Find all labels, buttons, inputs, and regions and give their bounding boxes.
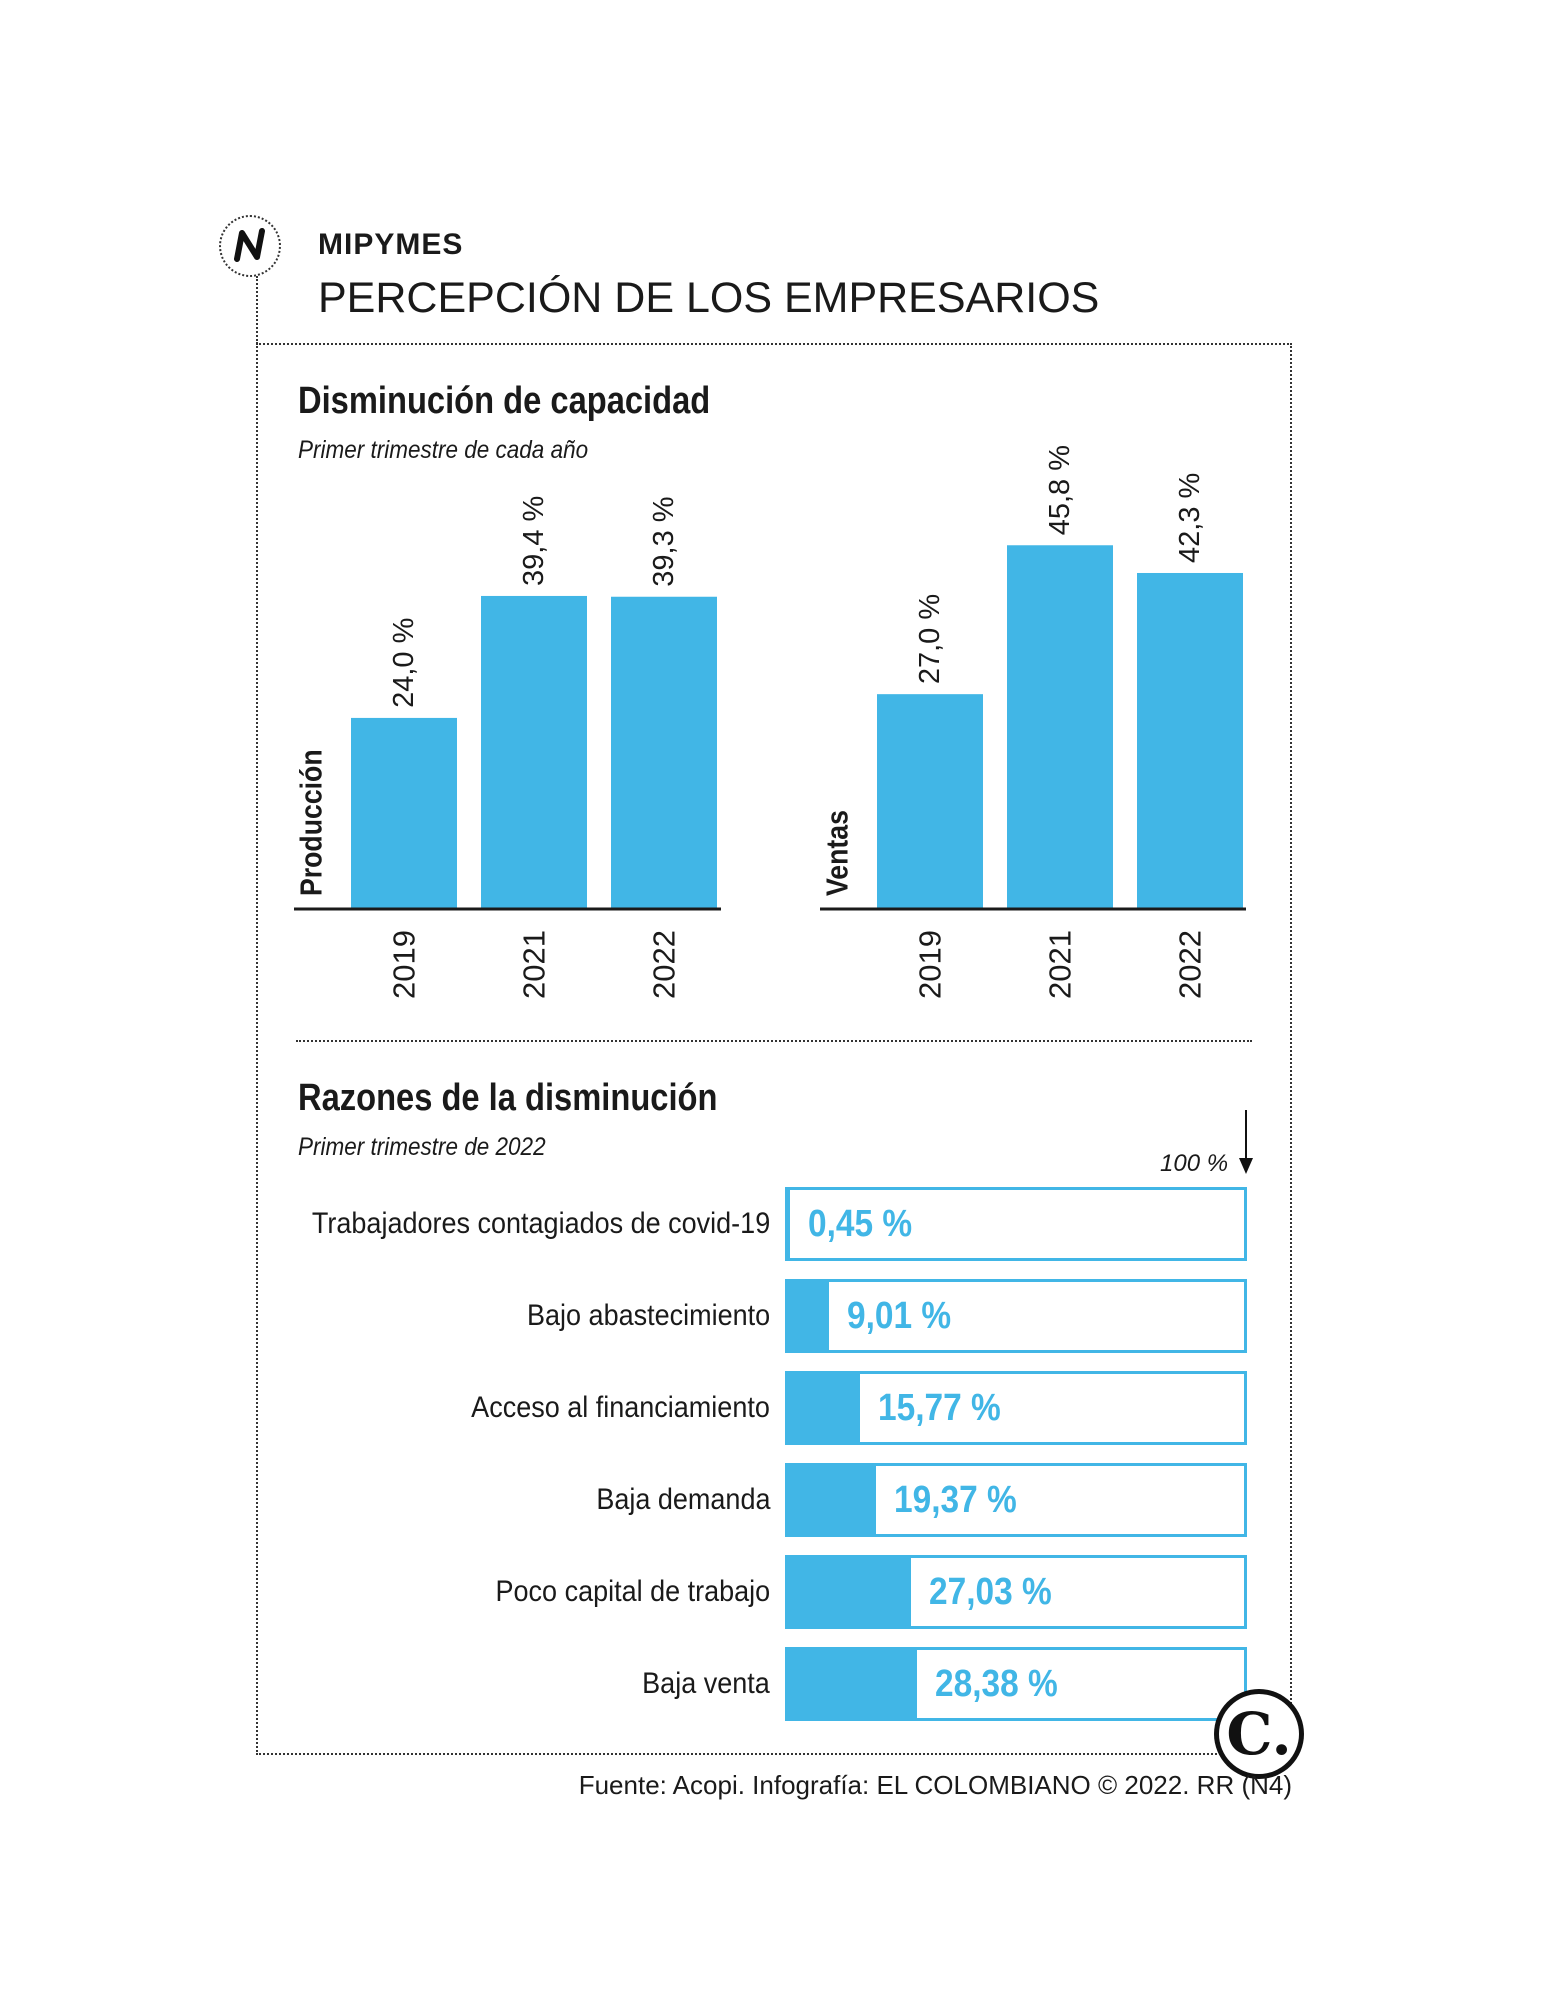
bar-production-2019: [351, 717, 457, 908]
reason-label: Baja venta: [642, 1667, 770, 1700]
bar-sales-2019: [877, 694, 983, 908]
reason-bar-fill: [788, 1374, 860, 1442]
bar-sales-2022: [1137, 572, 1243, 908]
reason-value-label: 19,37 %: [894, 1478, 1017, 1521]
reason-bar-fill: [788, 1190, 790, 1258]
value-label-production-2022: 39,3 %: [648, 496, 680, 586]
n-logo-icon: [234, 228, 265, 262]
tick-label-sales-2021: 2021: [1043, 930, 1078, 999]
reason-value-label: 9,01 %: [847, 1294, 952, 1337]
reason-bar-fill: [788, 1650, 917, 1718]
chart-sales: 27,0 % 2019 45,8 % 2021 42,3 % 2022 Ventas: [820, 445, 1246, 999]
arrow-down-icon: [1239, 1110, 1253, 1174]
bar-sales-2021: [1007, 545, 1113, 908]
tick-label-production-2021: 2021: [517, 930, 552, 999]
bar-production-2022: [611, 596, 717, 908]
section-divider: [296, 1040, 1252, 1042]
brand-mark: C.: [1219, 1694, 1299, 1774]
vertical-bar-charts: 24,0 % 2019 39,4 % 2021 39,3 % 2022 Producción…: [294, 445, 1246, 999]
y-axis-label-production: Producción: [295, 749, 329, 896]
reason-bar-fill: [788, 1466, 876, 1534]
reason-label: Trabajadores contagiados de covid-19: [311, 1207, 770, 1240]
kicker: MIPYMES: [318, 228, 464, 261]
reason-value-label: 28,38 %: [935, 1662, 1058, 1705]
reason-bar-fill: [788, 1282, 829, 1350]
reason-bar-track: 15,77 %: [785, 1371, 1247, 1445]
value-label-sales-2019: 27,0 %: [914, 594, 946, 684]
max-scale-label: 100 %: [1160, 1150, 1229, 1177]
bar-production-2021: [481, 595, 587, 908]
reason-value-label: 15,77 %: [878, 1386, 1001, 1429]
reason-bar-track: 19,37 %: [785, 1463, 1247, 1537]
chart-production: 24,0 % 2019 39,4 % 2021 39,3 % 2022 Producción: [294, 496, 721, 999]
tick-label-production-2019: 2019: [387, 930, 422, 999]
section-subtitle-reasons: Primer trimestre de 2022: [298, 1133, 546, 1161]
page-title: PERCEPCIÓN DE LOS EMPRESARIOS: [318, 274, 1100, 322]
logo-circle: [219, 215, 281, 277]
section-title-reasons: Razones de la disminución: [298, 1077, 718, 1119]
reason-label: Poco capital de trabajo: [495, 1575, 770, 1608]
logo-connector: [256, 276, 258, 344]
source-note: Fuente: Acopi. Infografía: EL COLOMBIANO…: [578, 1770, 1292, 1800]
reason-bar-fill: [788, 1558, 911, 1626]
reason-bar-track: 28,38 %: [785, 1647, 1247, 1721]
tick-label-sales-2019: 2019: [913, 930, 948, 999]
y-axis-label-sales: Ventas: [821, 810, 855, 896]
tick-label-production-2022: 2022: [647, 930, 682, 999]
reason-label: Baja demanda: [595, 1483, 770, 1516]
reason-bar-track: 0,45 %: [785, 1187, 1247, 1261]
tick-label-sales-2022: 2022: [1173, 930, 1208, 999]
content-frame: [256, 343, 1292, 1755]
value-label-sales-2021: 45,8 %: [1044, 445, 1076, 535]
reason-label: Bajo abastecimiento: [526, 1299, 770, 1332]
section-subtitle-capacity: Primer trimestre de cada año: [298, 436, 589, 464]
reason-value-label: 0,45 %: [808, 1202, 913, 1245]
value-label-sales-2022: 42,3 %: [1174, 473, 1206, 563]
el-colombiano-logo: C.: [1214, 1689, 1304, 1779]
value-label-production-2019: 24,0 %: [388, 618, 420, 708]
value-label-production-2021: 39,4 %: [518, 496, 550, 586]
reason-value-label: 27,03 %: [929, 1570, 1052, 1613]
section-title-capacity: Disminución de capacidad: [298, 380, 711, 422]
reason-label: Acceso al financiamiento: [471, 1391, 770, 1424]
reason-bar-track: 27,03 %: [785, 1555, 1247, 1629]
reason-bar-track: 9,01 %: [785, 1279, 1247, 1353]
